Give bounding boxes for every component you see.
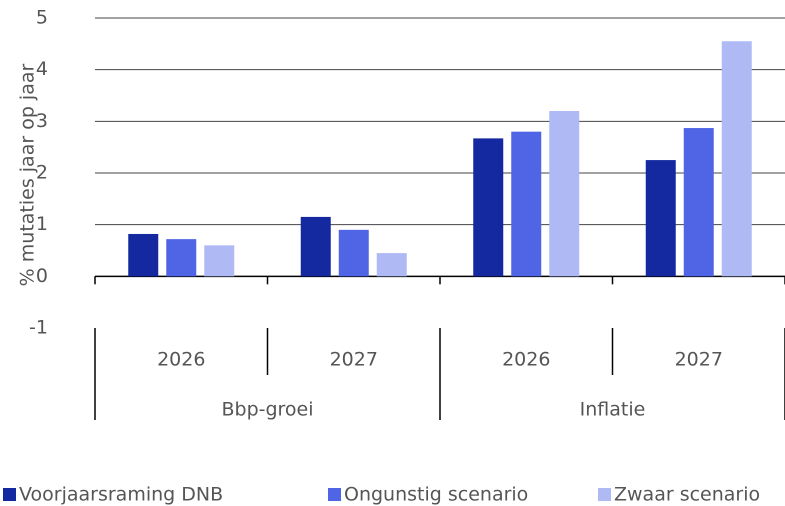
bar [511,131,542,277]
y-tick-label: 2 [36,162,48,184]
bar [645,160,676,277]
legend-swatch [328,488,341,501]
bar [549,111,580,277]
x-tick-label: 2026 [502,349,550,371]
bar [376,253,407,277]
y-axis-label: % mutaties jaar op jaar [17,64,39,287]
legend-swatch [3,488,16,501]
bar [473,138,504,277]
y-tick-label: 0 [36,265,48,287]
y-tick-label: 4 [36,58,48,80]
bar [128,233,159,277]
bar [300,216,331,277]
x-tick-label: 2026 [157,349,205,371]
x-tick-label: 2027 [675,349,723,371]
bar [338,229,369,277]
y-tick-label: 3 [36,110,48,132]
y-tick-label: -1 [29,317,48,339]
y-tick-label: 5 [36,7,48,29]
x-group-label: Bbp-groei [221,399,313,421]
x-tick-label: 2027 [330,349,378,371]
legend-label: Voorjaarsraming DNB [19,484,223,506]
bar [166,239,197,277]
x-group-label: Inflatie [580,399,646,421]
legend-label: Ongunstig scenario [344,484,528,506]
bar [721,41,752,277]
legend-swatch [598,488,611,501]
bar [204,245,235,277]
y-tick-label: 1 [36,213,48,235]
legend-label: Zwaar scenario [614,484,760,506]
bar [683,128,714,277]
